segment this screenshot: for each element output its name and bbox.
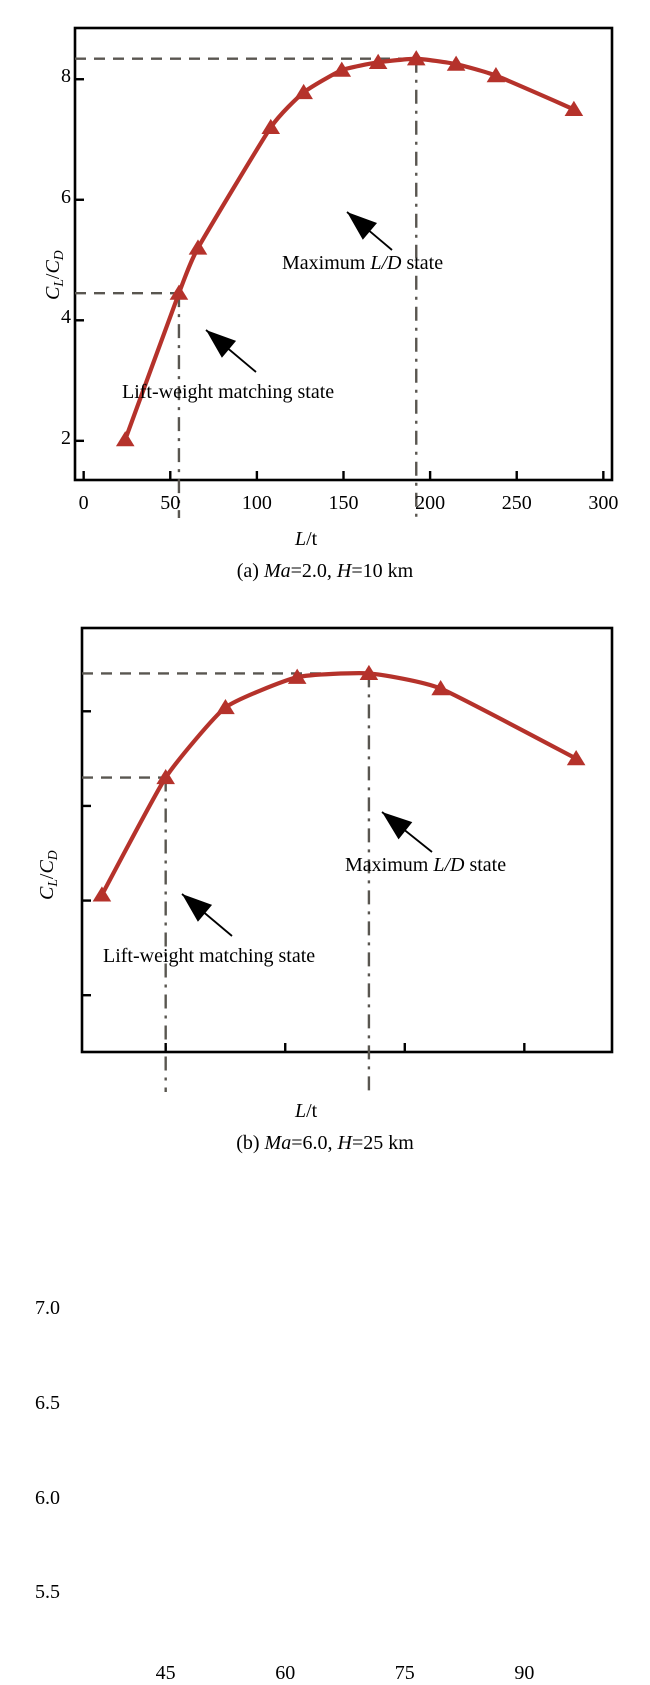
data-point-marker bbox=[564, 100, 584, 116]
annotation-arrow-maximum-head bbox=[347, 212, 378, 240]
x-tick-label: 45 bbox=[155, 1662, 176, 1684]
x-axis-l: L bbox=[295, 1100, 307, 1122]
data-point-marker bbox=[486, 67, 506, 83]
annotation-max-ld: L/D bbox=[370, 252, 402, 274]
y-axis-slash: / bbox=[36, 873, 58, 880]
x-tick-label: 300 bbox=[588, 492, 619, 514]
y-axis-sub-l: L bbox=[50, 279, 66, 287]
y-axis-sub-d: D bbox=[44, 850, 60, 861]
caption-b: (b) Ma=6.0, H=25 km bbox=[0, 1132, 650, 1155]
annotation-arrow-lift-weight-head bbox=[182, 894, 213, 922]
y-tick-label: 5.5 bbox=[35, 1581, 60, 1604]
y-axis-c2: C bbox=[42, 260, 64, 274]
y-axis-c1: C bbox=[42, 286, 64, 300]
x-axis-title-b: L/t bbox=[295, 1100, 317, 1123]
annotation-max-ld: L/D bbox=[433, 854, 465, 876]
annotation-maximum-ld-b: Maximum L/D state bbox=[345, 854, 506, 877]
caption-a-h: H bbox=[336, 560, 352, 582]
y-tick-label: 8 bbox=[61, 65, 71, 88]
y-axis-sub-d: D bbox=[50, 250, 66, 261]
data-point-marker bbox=[169, 284, 189, 300]
x-axis-l: L bbox=[295, 528, 307, 550]
panel-b: 5.5 6.0 6.5 7.0 45 60 75 90 CL/CD L/t Ma… bbox=[0, 600, 650, 1684]
x-tick-label: 200 bbox=[415, 492, 446, 514]
annotation-lift-weight-a: Lift-weight matching state bbox=[122, 381, 335, 403]
caption-b-ma-value: =6.0, bbox=[291, 1132, 338, 1154]
x-tick-label: 50 bbox=[160, 492, 181, 514]
data-point-marker bbox=[566, 750, 586, 766]
caption-b-h: H bbox=[337, 1132, 352, 1154]
y-axis-c2: C bbox=[36, 860, 58, 874]
y-axis-title-a: CL/CD bbox=[42, 250, 67, 300]
data-point-marker bbox=[188, 239, 208, 255]
data-point-marker bbox=[446, 55, 466, 71]
annotation-lift-weight-b: Lift-weight matching state bbox=[103, 945, 316, 967]
data-point-marker bbox=[92, 886, 112, 902]
x-tick-label: 100 bbox=[241, 492, 272, 514]
annotation-maximum-ld-a: Maximum L/D state bbox=[282, 252, 443, 275]
x-tick-label: 150 bbox=[328, 492, 359, 514]
caption-b-h-value: =25 km bbox=[351, 1132, 414, 1154]
y-tick-label: 6.0 bbox=[35, 1486, 60, 1509]
data-point-marker bbox=[216, 698, 235, 715]
caption-a: (a) Ma=2.0, H=10 km bbox=[0, 560, 650, 583]
data-point-marker bbox=[368, 53, 388, 69]
caption-a-ma: Ma bbox=[263, 560, 291, 582]
annotation-arrow-maximum-head bbox=[382, 812, 413, 840]
panel-a: 2 4 6 8 0 50 100 150 200 250 300 CL/CD L… bbox=[0, 0, 650, 600]
chart-b-canvas bbox=[80, 626, 614, 1092]
annotation-max-tail: state bbox=[401, 252, 444, 274]
y-axis-slash: / bbox=[42, 273, 64, 280]
caption-a-h-value: =10 km bbox=[351, 560, 414, 582]
y-tick-label: 4 bbox=[61, 306, 71, 329]
data-point-marker bbox=[115, 431, 135, 447]
y-tick-label: 2 bbox=[61, 426, 71, 449]
chart-a-canvas bbox=[73, 26, 614, 518]
y-tick-label: 7.0 bbox=[35, 1297, 60, 1320]
x-axis-per-t: /t bbox=[306, 528, 318, 550]
x-tick-label: 0 bbox=[78, 492, 89, 514]
x-axis-title-a: L/t bbox=[295, 528, 317, 551]
data-point-marker bbox=[156, 768, 175, 785]
annotation-arrow-lift-weight-head bbox=[206, 330, 237, 358]
y-tick-label: 6 bbox=[61, 185, 71, 208]
x-tick-label: 250 bbox=[501, 492, 532, 514]
caption-a-ma-value: =2.0, bbox=[290, 560, 337, 582]
y-tick-label: 6.5 bbox=[35, 1391, 60, 1414]
caption-a-prefix: (a) bbox=[236, 560, 264, 582]
data-point-marker bbox=[359, 664, 379, 681]
x-tick-label: 90 bbox=[514, 1662, 535, 1684]
y-axis-sub-l: L bbox=[44, 879, 60, 887]
caption-b-prefix: (b) bbox=[236, 1132, 265, 1154]
caption-b-ma: Ma bbox=[264, 1132, 292, 1154]
data-point-marker bbox=[294, 83, 313, 100]
data-point-marker bbox=[287, 668, 307, 684]
data-point-marker bbox=[332, 61, 352, 77]
series-line bbox=[123, 56, 576, 442]
x-tick-label: 60 bbox=[275, 1662, 296, 1684]
data-point-marker bbox=[261, 118, 281, 135]
plot-frame bbox=[80, 626, 614, 1054]
annotation-max-prefix: Maximum bbox=[282, 252, 371, 274]
annotation-max-prefix: Maximum bbox=[345, 854, 434, 876]
y-axis-c1: C bbox=[36, 886, 58, 900]
annotation-max-tail: state bbox=[464, 854, 507, 876]
x-axis-per-t: /t bbox=[306, 1100, 318, 1122]
x-tick-label: 75 bbox=[394, 1662, 415, 1684]
data-point-marker bbox=[406, 50, 426, 66]
data-point-marker bbox=[431, 680, 450, 696]
y-axis-title-b: CL/CD bbox=[36, 850, 61, 900]
